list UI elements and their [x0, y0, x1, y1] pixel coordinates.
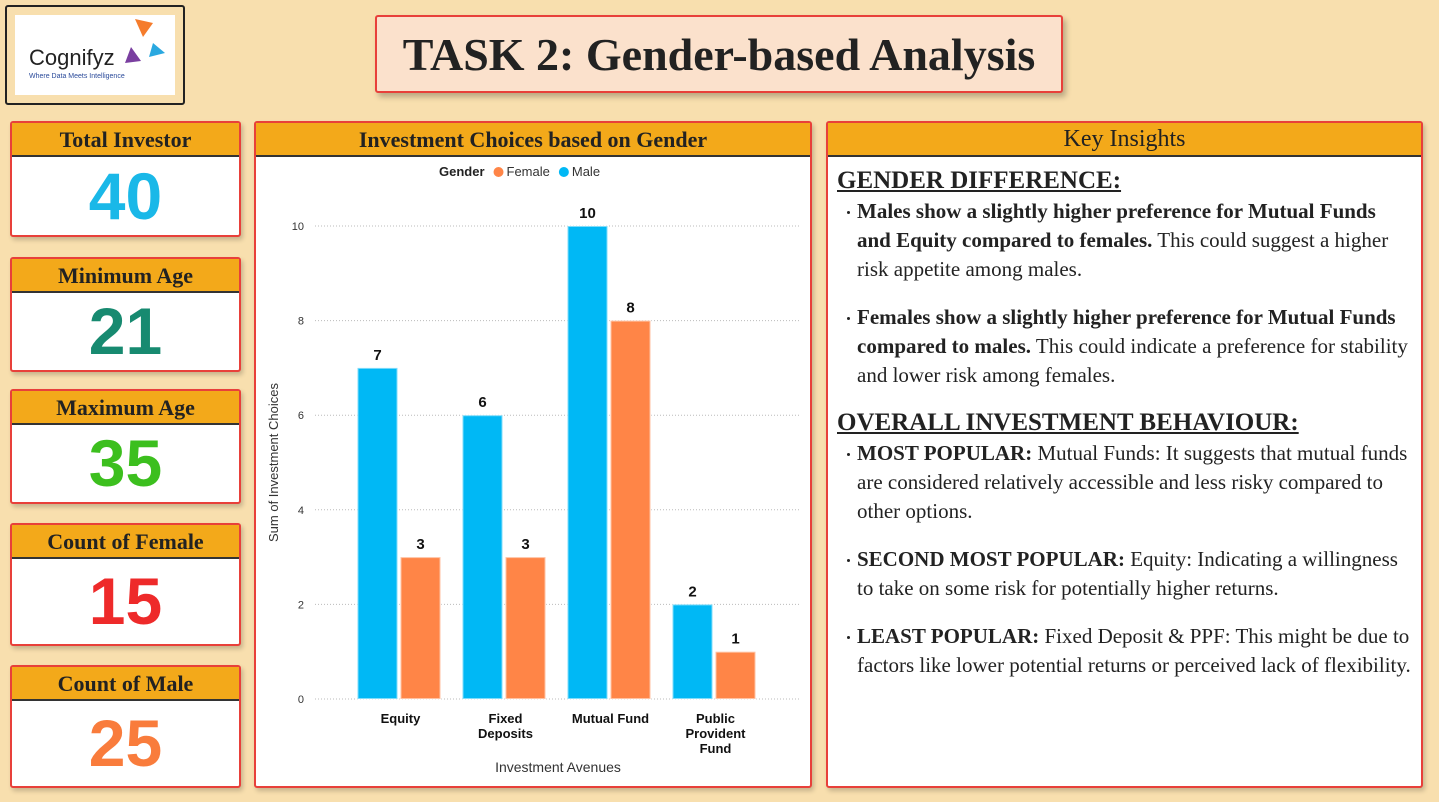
bar — [566, 225, 609, 700]
kpi-value: 21 — [88, 294, 163, 368]
kpi-card: Minimum Age 21 — [10, 257, 241, 372]
insight-list: MOST POPULAR: Mutual Funds: It suggests … — [837, 439, 1413, 680]
chart: 0 2 4 6 8 10 Sum of Investment Choices Investme… — [266, 164, 800, 775]
insight-item: LEAST POPULAR: Fixed Deposit & PPF: This… — [847, 622, 1413, 680]
y-axis-title: Sum of Investment Choices — [266, 383, 281, 542]
logo-tagline: Where Data Meets Intelligence — [29, 73, 125, 80]
insights-panel: Key Insights GENDER DIFFERENCE: Males sho… — [826, 121, 1423, 788]
data-label: 10 — [579, 205, 596, 222]
kpi-value: 25 — [88, 706, 163, 780]
x-axis-title: Investment Avenues — [495, 759, 621, 775]
legend-marker — [558, 167, 569, 177]
insight-bold: SECOND MOST POPULAR: — [857, 547, 1125, 571]
kpi-label: Count of Female — [12, 525, 239, 559]
data-label: 3 — [416, 536, 424, 553]
kpi-value: 35 — [88, 426, 163, 500]
kpi-value: 40 — [88, 159, 163, 233]
kpi-card: Maximum Age 35 — [10, 389, 241, 504]
insight-list: Males show a slightly higher preference … — [837, 197, 1413, 390]
chart-title: Investment Choices based on Gender — [256, 123, 810, 157]
insight-bold: Males show a slightly higher preference … — [857, 199, 1376, 252]
legend-marker — [493, 167, 504, 177]
insights-body: GENDER DIFFERENCE: Males show a slightly … — [828, 167, 1421, 680]
legend-title: Gender — [439, 164, 485, 179]
legend-label: Male — [572, 164, 600, 179]
insight-text: Mutual Funds: It suggests that mutual fu… — [857, 441, 1408, 523]
bar — [714, 650, 757, 701]
logo-icon — [125, 19, 165, 63]
logo-box: Cognifyz Where Data Meets Intelligence — [5, 5, 185, 105]
insight-bold: LEAST POPULAR: — [857, 624, 1040, 648]
insight-heading: GENDER DIFFERENCE: — [837, 167, 1122, 194]
data-label: 7 — [373, 347, 381, 364]
insight-bold: Females show a slightly higher preferenc… — [857, 305, 1396, 358]
kpi-label: Count of Male — [12, 667, 239, 701]
insight-item: MOST POPULAR: Mutual Funds: It suggests … — [847, 439, 1413, 526]
data-label: 8 — [626, 300, 634, 317]
insight-text: Fixed Deposit & PPF: This might be due t… — [857, 624, 1411, 677]
kpi-label: Maximum Age — [12, 391, 239, 425]
logo: Cognifyz Where Data Meets Intelligence — [15, 15, 175, 95]
data-label: 6 — [478, 394, 486, 411]
bar — [671, 603, 714, 700]
kpi-card: Count of Female 15 — [10, 523, 241, 646]
bar — [461, 414, 504, 700]
y-tick-label: 0 — [298, 694, 304, 706]
data-label: 1 — [731, 631, 739, 648]
insight-item: Females show a slightly higher preferenc… — [847, 303, 1413, 390]
y-tick-label: 10 — [292, 221, 304, 233]
kpi-card: Count of Male 25 — [10, 665, 241, 788]
y-tick-label: 8 — [298, 316, 304, 328]
insights-title: Key Insights — [828, 123, 1421, 157]
page-title: TASK 2: Gender-based Analysis — [375, 15, 1063, 93]
x-tick-label: Mutual Fund — [571, 711, 650, 726]
kpi-label: Minimum Age — [12, 259, 239, 293]
insight-text: This could suggest a higher risk appetit… — [857, 228, 1389, 281]
legend-label: Female — [507, 164, 550, 179]
insight-text: This could indicate a preference for sta… — [857, 334, 1408, 387]
insight-bold: MOST POPULAR: — [857, 441, 1033, 465]
logo-name: Cognifyz — [29, 45, 115, 70]
bar — [356, 366, 399, 700]
insight-text: Equity: Indicating a willingness to take… — [857, 547, 1398, 600]
data-label: 3 — [521, 536, 529, 553]
data-label: 2 — [688, 583, 696, 600]
bar — [399, 556, 442, 700]
insight-item: Males show a slightly higher preference … — [847, 197, 1413, 284]
x-tick-label: Equity — [380, 711, 421, 726]
insight-item: SECOND MOST POPULAR: Equity: Indicating … — [847, 545, 1413, 603]
bar — [504, 556, 547, 700]
kpi-label: Total Investor — [12, 123, 239, 157]
bar — [609, 319, 652, 700]
kpi-value: 15 — [88, 564, 163, 638]
y-tick-label: 2 — [298, 599, 304, 611]
y-tick-label: 6 — [298, 410, 304, 422]
insight-heading: OVERALL INVESTMENT BEHAVIOUR: — [837, 409, 1299, 436]
y-tick-label: 4 — [298, 505, 304, 517]
x-tick-label: Fixed Deposits — [478, 711, 533, 741]
kpi-card: Total Investor 40 — [10, 121, 241, 237]
x-tick-label: Public Provident Fund — [685, 711, 746, 756]
